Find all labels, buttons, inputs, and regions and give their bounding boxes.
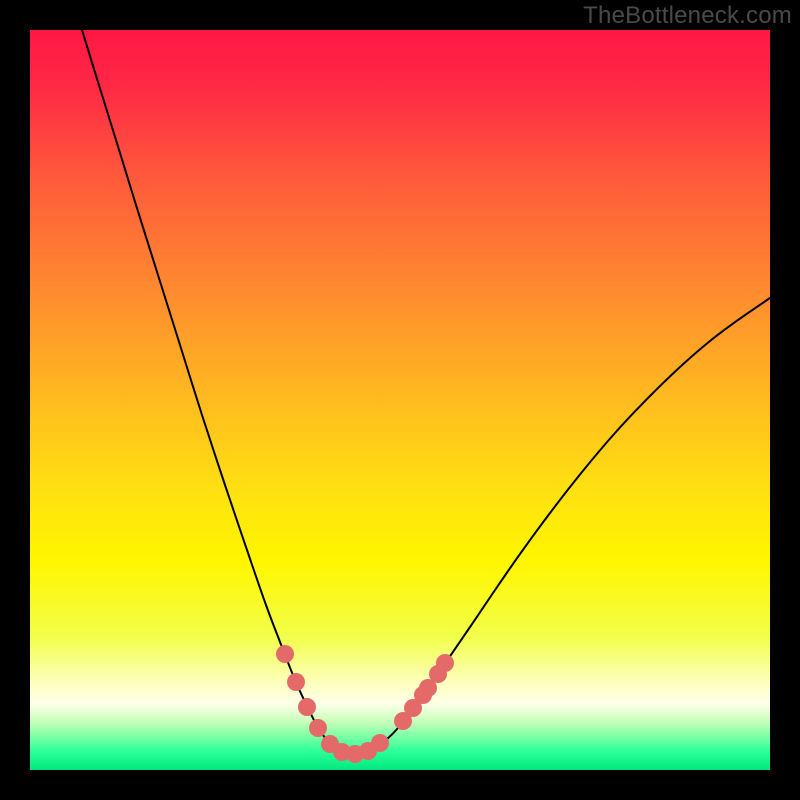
marker-dot xyxy=(287,673,305,691)
marker-dot xyxy=(298,698,316,716)
curve-overlay xyxy=(30,30,770,770)
chart-stage: TheBottleneck.com xyxy=(0,0,800,800)
bottleneck-curve xyxy=(82,30,770,754)
marker-dot xyxy=(371,734,389,752)
plot-area xyxy=(30,30,770,770)
marker-dot xyxy=(309,719,327,737)
marker-dot xyxy=(436,654,454,672)
marker-dot xyxy=(276,645,294,663)
watermark-text: TheBottleneck.com xyxy=(583,2,792,30)
